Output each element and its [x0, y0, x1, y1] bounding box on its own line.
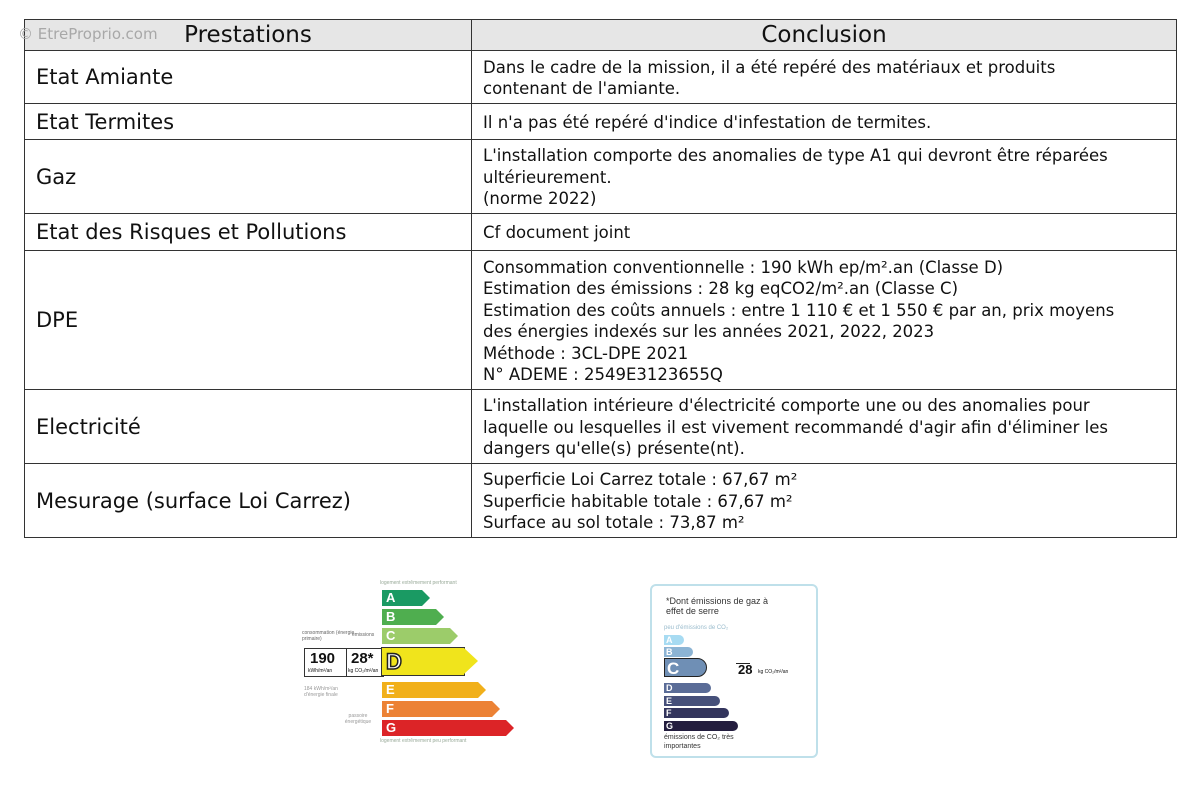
energy-class-letter: C — [386, 628, 396, 643]
prestation-cell: Etat Amiante — [24, 50, 472, 104]
ges-class-letter: F — [666, 708, 672, 718]
table-row: Etat Amiante Dans le cadre de la mission,… — [24, 50, 1177, 104]
ges-class-F: F — [664, 708, 729, 718]
prestation-cell: Electricité — [24, 389, 472, 464]
conclusion-cell: Dans le cadre de la mission, il a été re… — [471, 50, 1177, 104]
energy-class-letter: E — [386, 682, 395, 697]
energy-bottom-text: logement extrêmement peu performant — [380, 738, 467, 744]
prestation-cell: Gaz — [24, 139, 472, 214]
energy-class-letter: D — [385, 648, 402, 675]
ges-unit: kg CO₂/m²/an — [758, 669, 789, 675]
energy-class-F: F — [382, 701, 500, 717]
conclusion-line: N° ADEME : 2549E3123655Q — [483, 365, 723, 384]
final-energy: 184 kWh/m²/an d'énergie finale — [304, 686, 338, 698]
conclusion-line: Consommation conventionnelle : 190 kWh e… — [483, 257, 1004, 277]
conclusion-line: dangers qu'elle(s) présente(nt). — [483, 439, 745, 459]
conclusion-line: Superficie Loi Carrez totale : 67,67 m² — [483, 470, 798, 490]
energy-class-letter: A — [386, 590, 396, 605]
table-row: Etat des Risques et Pollutions Cf documen… — [24, 213, 1177, 251]
ges-class-letter: E — [666, 696, 673, 706]
watermark: © EtreProprio.com — [18, 25, 158, 43]
conclusion-line: Estimation des coûts annuels : entre 1 1… — [483, 300, 1115, 320]
value-box: 190 kWh/m²/an 28* kg CO₂/m²/an — [304, 648, 384, 677]
header-prestations: Prestations — [24, 19, 472, 51]
ges-class-G: G — [664, 721, 738, 731]
energy-class-D: D — [381, 647, 478, 676]
energy-class-letter: B — [386, 609, 396, 624]
ges-top-text: peu d'émissions de CO₂ — [664, 625, 729, 631]
prestation-cell: Etat Termites — [24, 103, 472, 140]
conclusion-line: Surface au sol totale : 73,87 m² — [483, 513, 745, 533]
table-row: Etat Termites Il n'a pas été repéré d'ind… — [24, 103, 1177, 140]
conclusion-line: Estimation des émissions : 28 kg eqCO2/m… — [483, 279, 959, 298]
diagnostics-table: Prestations Conclusion Etat Amiante Dans … — [24, 19, 1177, 538]
conclusion-line: Cf document joint — [483, 223, 631, 243]
energy-class-A: A — [382, 590, 430, 606]
energy-class-letter: F — [386, 701, 394, 716]
ges-class-D: D — [664, 683, 711, 693]
table-row: DPE Consommation conventionnelle : 190 kW… — [24, 250, 1177, 390]
conclusion-line: Superficie habitable totale : 67,67 m² — [483, 491, 793, 511]
energy-class-E: E — [382, 682, 486, 698]
energy-label: logement extrêmement performant consomma… — [300, 578, 540, 748]
consumption-label: consommation (énergie primaire) — [302, 630, 355, 642]
conclusion-line: (norme 2022) — [483, 189, 597, 209]
passoire-label: passoire énergétique — [344, 713, 372, 725]
energy-class-B: B — [382, 609, 444, 625]
consumption-unit: kWh/m²/an — [308, 668, 333, 674]
emissions-unit: kg CO₂/m²/an — [348, 668, 379, 674]
header-conclusion: Conclusion — [471, 19, 1177, 51]
conclusion-cell: L'installation intérieure d'électricité … — [471, 389, 1177, 464]
ges-class-A: A — [664, 635, 684, 645]
conclusion-line: Il n'a pas été repéré d'indice d'infesta… — [483, 112, 932, 132]
energy-class-C: C — [382, 628, 458, 644]
conclusion-cell: Superficie Loi Carrez totale : 67,67 m² S… — [471, 463, 1177, 538]
ges-class-C: C — [664, 658, 707, 678]
ges-class-letter: A — [666, 635, 673, 645]
conclusion-line: ultérieurement. — [483, 167, 612, 187]
ges-class-E: E — [664, 696, 720, 706]
emissions-value: 28* — [351, 650, 374, 667]
ges-class-letter: D — [666, 683, 673, 693]
conclusion-cell: Cf document joint — [471, 213, 1177, 251]
energy-class-letter: G — [386, 720, 397, 735]
conclusion-cell: L'installation comporte des anomalies de… — [471, 139, 1177, 214]
ges-label: *Dont émissions de gaz à effet de serre … — [650, 584, 818, 758]
ges-class-letter: G — [666, 721, 674, 731]
ges-note: *Dont émissions de gaz à effet de serre — [666, 596, 769, 616]
conclusion-line: Méthode : 3CL-DPE 2021 — [483, 343, 689, 363]
conclusion-line: des énergies indexés sur les années 2021… — [483, 322, 935, 341]
table-row: Gaz L'installation comporte des anomalies… — [24, 139, 1177, 214]
conclusion-line: laquelle ou lesquelles il est vivement r… — [483, 417, 1108, 437]
ges-class-letter: C — [667, 659, 680, 678]
emissions-label: émissions — [352, 632, 375, 638]
conclusion-cell: Consommation conventionnelle : 190 kWh e… — [471, 250, 1177, 390]
consumption-value: 190 — [310, 650, 336, 667]
ges-class-letter: B — [666, 647, 673, 657]
conclusion-line: Dans le cadre de la mission, il a été re… — [483, 57, 1056, 77]
conclusion-line: contenant de l'amiante. — [483, 79, 681, 98]
conclusion-line: L'installation intérieure d'électricité … — [483, 396, 1090, 416]
table-row: Mesurage (surface Loi Carrez) Superficie … — [24, 463, 1177, 538]
conclusion-cell: Il n'a pas été repéré d'indice d'infesta… — [471, 103, 1177, 140]
ges-bottom-text: émissions de CO₂ très importantes — [664, 734, 734, 750]
prestation-cell: Mesurage (surface Loi Carrez) — [24, 463, 472, 538]
ges-value: 28 — [738, 662, 753, 677]
conclusion-line: L'installation comporte des anomalies de… — [483, 146, 1108, 166]
table-row: Electricité L'installation intérieure d'é… — [24, 389, 1177, 464]
prestation-cell: DPE — [24, 250, 472, 390]
ges-class-B: B — [664, 647, 693, 657]
prestation-cell: Etat des Risques et Pollutions — [24, 213, 472, 251]
energy-top-text: logement extrêmement performant — [380, 580, 457, 586]
energy-class-G: G — [382, 720, 514, 736]
